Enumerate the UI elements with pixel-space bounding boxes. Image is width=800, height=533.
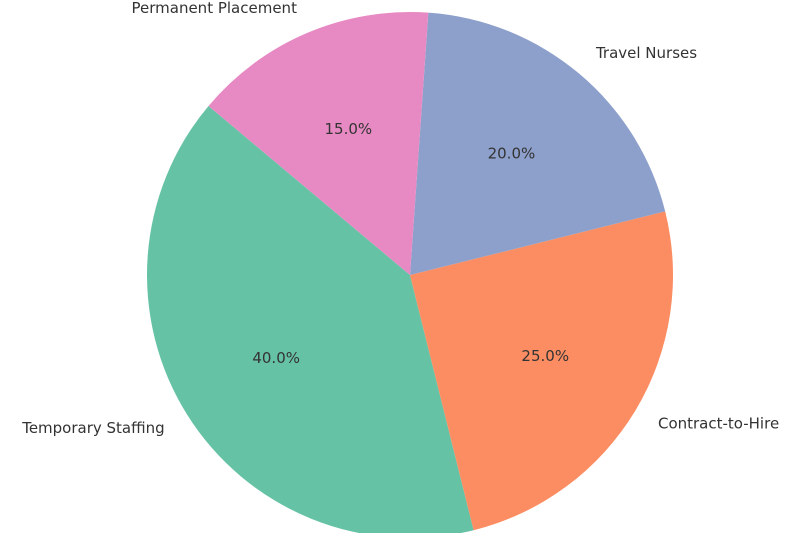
percent-label: 15.0%: [325, 120, 373, 138]
percent-label: 25.0%: [521, 347, 569, 365]
pie-slice: [410, 12, 666, 275]
slice-label: Travel Nurses: [595, 44, 697, 62]
pie-slice: [410, 211, 673, 531]
pie-slice: [147, 105, 474, 533]
slice-label: Permanent Placement: [132, 0, 298, 17]
pie-slice: [208, 12, 429, 275]
percent-label: 20.0%: [488, 145, 536, 163]
slice-label: Contract-to-Hire: [658, 415, 779, 433]
percent-label: 40.0%: [252, 349, 300, 367]
slice-label: Temporary Staffing: [21, 419, 164, 437]
